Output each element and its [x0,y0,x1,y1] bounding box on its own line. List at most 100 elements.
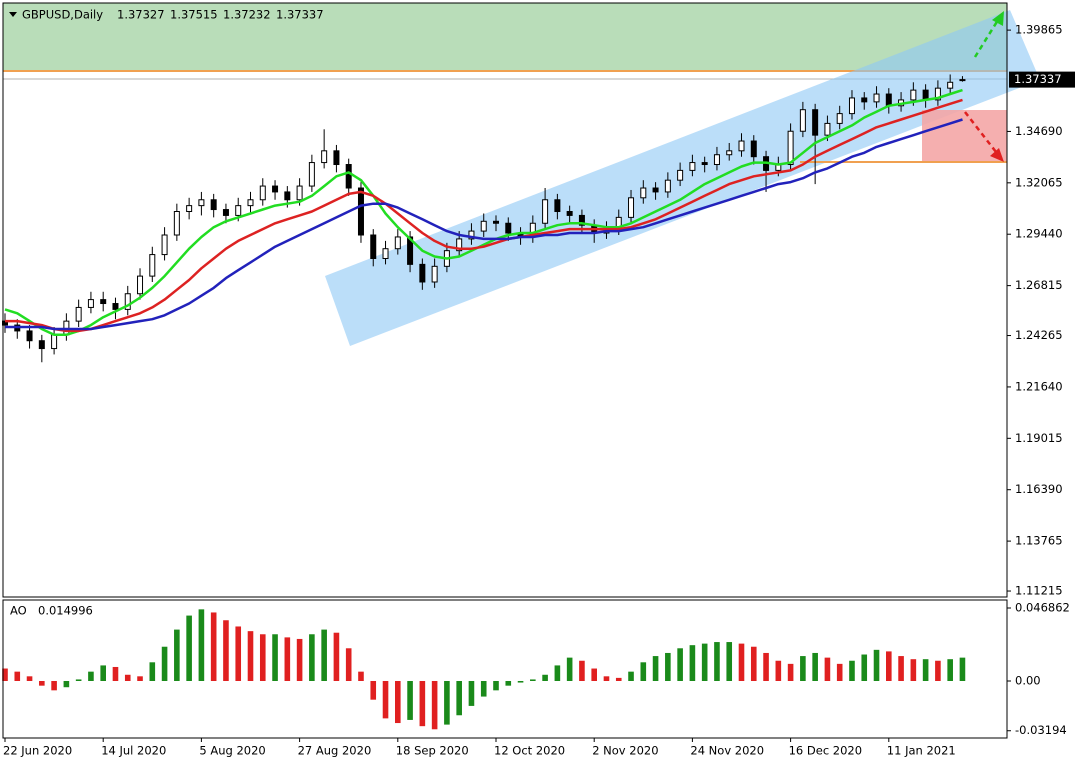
candle-body [689,162,696,171]
candle-body [186,205,193,213]
candle-body [284,191,291,201]
ao-bar [714,642,720,681]
candle-body [628,197,635,218]
candle-body [112,303,119,310]
ao-title: AO [10,604,27,618]
candle-body [51,334,58,350]
candle-body [357,187,364,236]
ao-bar [124,674,131,681]
candle-body [554,199,561,213]
ao-bar [665,652,671,681]
moving-average [4,88,963,337]
header-high: 1.37515 [170,8,218,22]
ao-bar [26,676,33,681]
ao-bar [812,652,818,681]
header-open: 1.37327 [117,8,165,22]
ao-bar [652,656,659,681]
ao-bar [824,657,831,681]
x-tick-label: 14 Jul 2020 [101,744,166,758]
ao-bar [395,680,401,724]
candle-body [812,109,819,136]
candle-body [247,199,254,207]
candle-body [713,154,720,166]
ao-bar [505,680,512,686]
up-arrowhead [992,11,1004,26]
ao-bar [886,651,892,681]
candle-body [321,150,328,164]
x-tick-label: 12 Oct 2020 [494,744,565,758]
arrows [964,11,1004,162]
candle-body [222,209,229,216]
ao-bar [259,634,266,681]
ao-bar [247,631,254,681]
ao-bar [787,663,794,681]
ao-bar [382,680,389,719]
ao-bar [689,645,696,681]
candle-body [100,299,107,305]
candle-body [75,306,82,322]
ao-bar [726,642,733,681]
candle-body [370,234,377,259]
ao-bar [947,659,953,681]
moving-averages [4,88,963,337]
ao-value: 0.014996 [38,604,93,618]
ao-bar [566,657,573,681]
x-tick-label: 18 Sep 2020 [396,744,469,758]
ao-bar [517,680,524,683]
candle-body [419,263,426,283]
ao-bar [898,656,904,681]
candle-body [787,130,794,166]
candle-body [750,140,757,158]
ao-bar [431,680,438,730]
candle-body [137,275,144,295]
ao-bar [456,680,462,716]
candle-body [873,93,880,103]
candle-body [124,293,131,310]
candle-body [272,185,279,193]
ao-bar [284,637,291,681]
candle-body [468,230,475,240]
ao-bar [873,649,880,681]
candle-body [861,97,868,103]
ao-bar [112,666,119,681]
ao-bar [493,680,499,691]
candle-body [726,150,733,156]
x-tick-label: 5 Aug 2020 [199,744,265,758]
ao-bar [272,634,278,681]
target-zone [3,3,1007,71]
candle-body [836,113,843,124]
y-tick-label: 1.21640 [1015,379,1063,393]
candle-body [431,265,438,283]
ao-bar [579,660,585,681]
candle-body [542,199,549,224]
ao-bar [836,663,843,681]
candle-body [848,97,855,115]
ao-bar [738,643,745,681]
menu-triangle[interactable] [9,12,17,17]
candle-body [677,169,684,181]
ao-bar [603,676,610,681]
y-tick-label: 1.34690 [1015,124,1063,138]
ao-bar [235,626,242,681]
last-price-label: 1.37337 [1014,72,1062,86]
candle-body [407,236,414,265]
ao-bar [210,612,217,681]
y-tick-label: 1.11215 [1015,584,1063,598]
candle-body [149,254,156,277]
ao-bar [75,679,82,681]
candle-body [345,164,352,189]
moving-average [5,118,963,331]
y-tick-label: 1.24265 [1015,328,1063,342]
candle-body [38,340,45,350]
ao-bar [775,660,782,681]
last-price-box [1009,71,1075,88]
header-close: 1.37337 [276,8,324,22]
ao-bar [615,677,622,681]
candle-body [505,222,512,234]
candle-body [701,162,708,166]
y-tick-label: 0.046862 [1015,601,1070,615]
candle-body [308,162,315,187]
ao-bar [63,680,70,688]
ao-bar [750,646,757,681]
y-tick-label: 0.00 [1015,673,1041,687]
